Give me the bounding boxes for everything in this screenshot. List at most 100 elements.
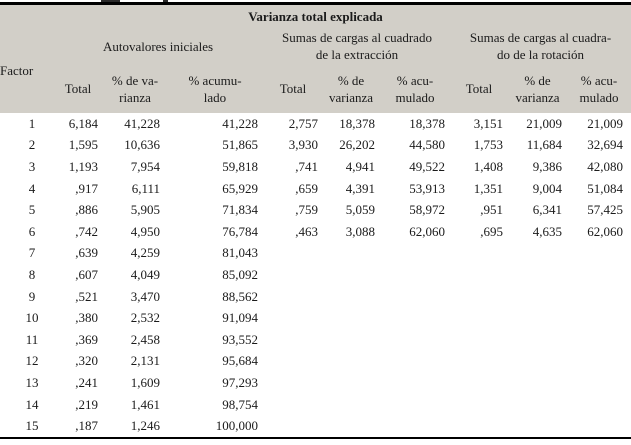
subheader-pct-cumulative-3: % acu- mulado: [567, 66, 631, 113]
value-cell: 7,954: [104, 156, 166, 178]
value-cell: [380, 350, 450, 373]
value-cell: 100,000: [166, 415, 264, 438]
factor-number-cell: 3: [0, 156, 52, 178]
value-cell: [450, 307, 508, 329]
factor-number-cell: 10: [0, 307, 52, 329]
value-cell: [508, 307, 567, 329]
value-cell: 95,684: [166, 350, 264, 373]
value-cell: ,759: [264, 199, 322, 221]
value-cell: ,741: [264, 156, 322, 178]
table-row: 11,369 2,458 93,552: [0, 328, 631, 351]
value-cell: 4,259: [104, 242, 166, 265]
subheader-pct-cumulative-1: % acumu- lado: [166, 66, 264, 113]
value-cell: [380, 264, 450, 286]
subheader-pct-variance-2: % de varianza: [322, 66, 380, 113]
value-cell: 53,913: [380, 177, 450, 200]
factor-number-cell: 2: [0, 134, 52, 157]
value-cell: 11,684: [508, 134, 567, 157]
value-cell: [567, 372, 631, 394]
table-row: 13,241 1,609 97,293: [0, 372, 631, 394]
value-cell: 62,060: [567, 220, 631, 243]
value-cell: ,917: [52, 177, 104, 200]
value-cell: 1,408: [450, 156, 508, 178]
value-cell: ,187: [52, 415, 104, 438]
value-cell: [567, 350, 631, 373]
group-header-initial-eigenvalues: Autovalores iniciales: [52, 28, 264, 66]
value-cell: 4,635: [508, 220, 567, 243]
value-cell: 6,184: [52, 113, 104, 135]
value-cell: 4,049: [104, 264, 166, 286]
value-cell: [322, 328, 380, 351]
value-cell: 44,580: [380, 134, 450, 157]
value-cell: [508, 328, 567, 351]
value-cell: 3,088: [322, 220, 380, 243]
value-cell: [380, 307, 450, 329]
value-cell: 2,532: [104, 307, 166, 329]
value-cell: [380, 242, 450, 265]
value-cell: 18,378: [322, 113, 380, 135]
value-cell: [264, 350, 322, 373]
table-row: 2 1,595 10,636 51,865 3,930 26,202 44,580 1,753…: [0, 134, 631, 157]
value-cell: 1,246: [104, 415, 166, 438]
value-cell: 41,228: [166, 113, 264, 135]
table-row: 10,380 2,532 91,094: [0, 307, 631, 329]
value-cell: 21,009: [567, 113, 631, 135]
factor-number-cell: 7: [0, 242, 52, 265]
table-row: 7,639 4,259 81,043: [0, 242, 631, 265]
value-cell: ,886: [52, 199, 104, 221]
value-cell: [508, 372, 567, 394]
factor-number-cell: 15: [0, 415, 52, 438]
value-cell: 1,753: [450, 134, 508, 157]
value-cell: [264, 264, 322, 286]
value-cell: ,369: [52, 328, 104, 351]
value-cell: [508, 350, 567, 373]
value-cell: [322, 372, 380, 394]
value-cell: ,380: [52, 307, 104, 329]
value-cell: [322, 242, 380, 265]
value-cell: 57,425: [567, 199, 631, 221]
table-row: 5,886 5,905 71,834,759 5,059 58,972,951 6,341…: [0, 199, 631, 221]
value-cell: 2,757: [264, 113, 322, 135]
value-cell: 6,111: [104, 177, 166, 200]
value-cell: [380, 328, 450, 351]
value-cell: [322, 285, 380, 308]
value-cell: 3,470: [104, 285, 166, 308]
value-cell: 51,084: [567, 177, 631, 200]
value-cell: 81,043: [166, 242, 264, 265]
table-row: 6,742 4,950 76,784,463 3,088 62,060,695 4,635…: [0, 220, 631, 243]
value-cell: [264, 242, 322, 265]
factor-number-cell: 14: [0, 393, 52, 416]
value-cell: 2,458: [104, 328, 166, 351]
group-header-rotation-sums: Sumas de cargas al cuadra- do de la rota…: [450, 28, 631, 66]
table-row: 4,917 6,111 65,929,659 4,391 53,913 1,351 9,00…: [0, 177, 631, 200]
value-cell: 9,386: [508, 156, 567, 178]
value-cell: [380, 372, 450, 394]
value-cell: [322, 393, 380, 416]
value-cell: 4,391: [322, 177, 380, 200]
value-cell: 93,552: [166, 328, 264, 351]
value-cell: [567, 393, 631, 416]
factor-number-cell: 9: [0, 285, 52, 308]
table-row: 8,607 4,049 85,092: [0, 264, 631, 286]
value-cell: ,659: [264, 177, 322, 200]
value-cell: 71,834: [166, 199, 264, 221]
value-cell: 88,562: [166, 285, 264, 308]
table-title: Varianza total explicada: [0, 3, 631, 28]
factor-number-cell: 4: [0, 177, 52, 200]
subheader-pct-variance-3: % de varianza: [508, 66, 567, 113]
value-cell: 62,060: [380, 220, 450, 243]
subheader-total-3: Total: [450, 66, 508, 113]
value-cell: 1,193: [52, 156, 104, 178]
value-cell: 1,351: [450, 177, 508, 200]
value-cell: ,320: [52, 350, 104, 373]
value-cell: 3,151: [450, 113, 508, 135]
value-cell: 1,609: [104, 372, 166, 394]
value-cell: [450, 242, 508, 265]
value-cell: 49,522: [380, 156, 450, 178]
value-cell: [508, 242, 567, 265]
group-header-extraction-sums: Sumas de cargas al cuadrado de la extrac…: [264, 28, 450, 66]
cropped-caption-fragment: [101, 0, 120, 2]
factor-column-header: Factor: [0, 28, 52, 113]
value-cell: 98,754: [166, 393, 264, 416]
value-cell: ,639: [52, 242, 104, 265]
